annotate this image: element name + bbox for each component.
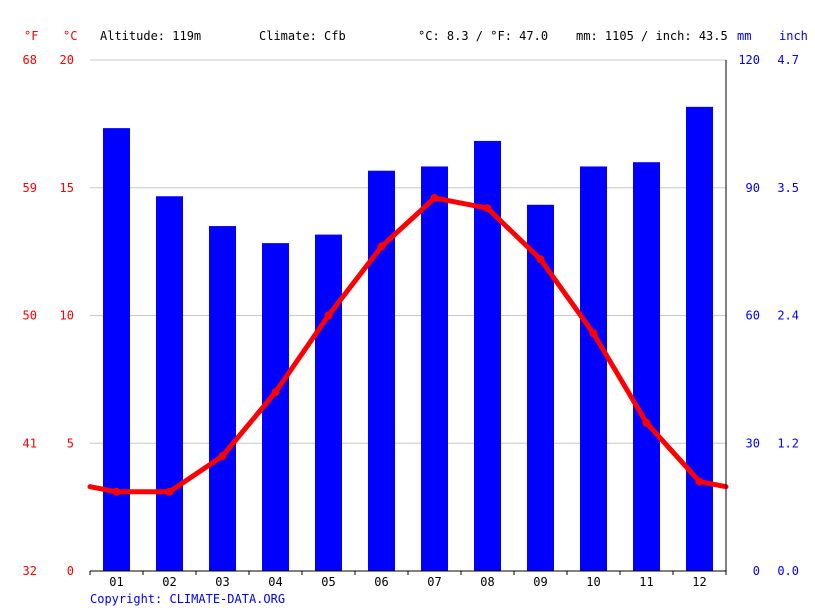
month-label: 06	[374, 575, 388, 589]
temperature-point	[377, 242, 386, 251]
precipitation-bar	[580, 166, 607, 572]
temperature-line-path	[87, 195, 729, 495]
temperature-point	[324, 311, 333, 320]
month-label: 08	[480, 575, 494, 589]
fahrenheit-ticks: 68 59 50 41 32	[23, 53, 37, 578]
fahrenheit-tick-label: 68	[23, 53, 37, 67]
mm-tick-label: 0	[753, 564, 760, 578]
fahrenheit-unit-label: °F	[24, 29, 38, 43]
climate-label: Climate: Cfb	[259, 29, 346, 43]
fahrenheit-tick-label: 32	[23, 564, 37, 578]
temperature-point	[271, 388, 280, 397]
fahrenheit-tick-label: 41	[23, 436, 37, 450]
precipitation-bar	[315, 234, 342, 571]
month-label: 04	[268, 575, 282, 589]
precipitation-bar	[156, 196, 183, 571]
precipitation-bar	[686, 106, 713, 571]
mm-unit-label: mm	[737, 29, 751, 43]
precipitation-bar	[527, 204, 554, 572]
temperature-point	[112, 487, 121, 496]
inch-tick-label: 0.0	[777, 564, 799, 578]
month-label: 12	[692, 575, 706, 589]
temperature-point	[483, 204, 492, 213]
temperature-point	[642, 418, 651, 427]
month-label: 10	[586, 575, 600, 589]
celsius-ticks: 20 15 10 5 0	[60, 53, 74, 578]
fahrenheit-tick-label: 50	[23, 309, 37, 323]
inch-tick-label: 3.5	[777, 181, 799, 195]
month-label: 09	[533, 575, 547, 589]
fahrenheit-tick-label: 59	[23, 181, 37, 195]
inch-tick-label: 4.7	[777, 53, 799, 67]
inch-unit-label: inch	[779, 29, 808, 43]
month-label: 02	[162, 575, 176, 589]
precipitation-summary: mm: 1105 / inch: 43.5	[576, 29, 728, 43]
mm-tick-label: 30	[746, 436, 760, 450]
precipitation-bar	[474, 140, 501, 572]
month-label: 03	[215, 575, 229, 589]
mm-tick-label: 60	[746, 309, 760, 323]
altitude-label: Altitude: 119m	[100, 29, 201, 43]
celsius-unit-label: °C	[63, 29, 77, 43]
temperature-point	[218, 452, 227, 461]
inch-tick-label: 2.4	[777, 309, 799, 323]
precipitation-bar	[368, 170, 395, 571]
month-label: 01	[109, 575, 123, 589]
month-label: 05	[321, 575, 335, 589]
month-label: 07	[427, 575, 441, 589]
temperature-summary: °C: 8.3 / °F: 47.0	[418, 29, 548, 43]
precipitation-bars	[103, 106, 713, 572]
celsius-tick-label: 10	[60, 309, 74, 323]
temperature-point	[430, 193, 439, 202]
precipitation-bar	[633, 162, 660, 571]
celsius-tick-label: 15	[60, 181, 74, 195]
copyright-link[interactable]: Copyright: CLIMATE-DATA.ORG	[90, 592, 285, 606]
celsius-tick-label: 5	[67, 436, 74, 450]
inch-tick-label: 1.2	[777, 436, 799, 450]
grid-lines	[90, 59, 726, 444]
precipitation-bar	[103, 128, 130, 571]
month-label: 11	[639, 575, 653, 589]
celsius-tick-label: 20	[60, 53, 74, 67]
month-ticks: 01 02 03 04 05 06 07 08 09 10 11 12	[89, 571, 727, 589]
precipitation-bar	[262, 243, 289, 571]
precipitation-bar	[421, 166, 448, 572]
temperature-point	[165, 487, 174, 496]
temperature-point	[695, 477, 704, 486]
temperature-point	[536, 255, 545, 264]
temperature-line	[87, 193, 729, 496]
celsius-tick-label: 0	[67, 564, 74, 578]
mm-tick-label: 90	[746, 181, 760, 195]
inch-ticks: 4.7 3.5 2.4 1.2 0.0	[777, 53, 799, 578]
precipitation-bar	[209, 226, 236, 571]
mm-ticks: 120 90 60 30 0	[738, 53, 760, 578]
mm-tick-label: 120	[738, 53, 760, 67]
temperature-point	[589, 329, 598, 338]
